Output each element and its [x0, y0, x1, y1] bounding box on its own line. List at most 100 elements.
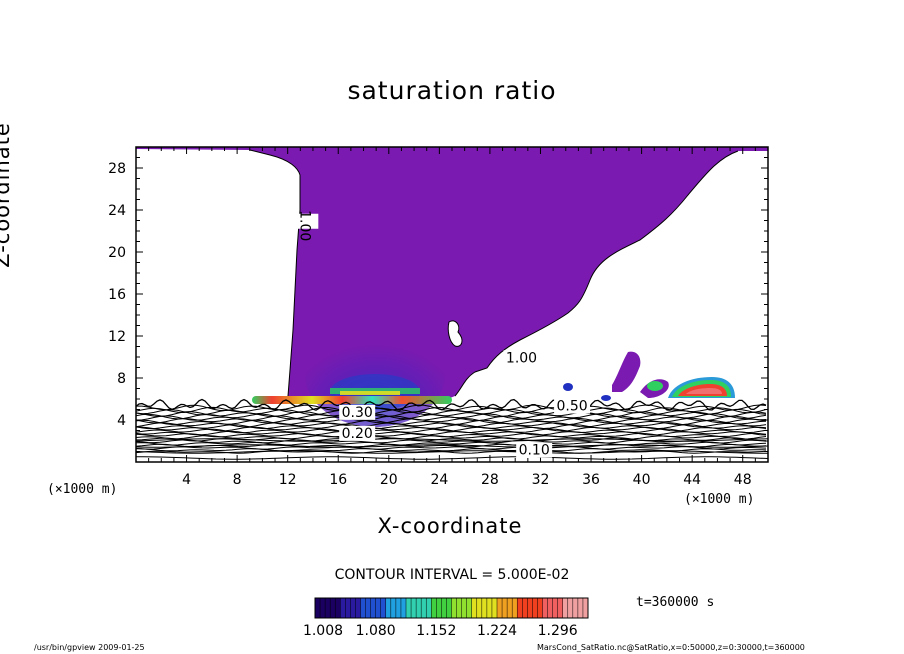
- contour-labels: 1.00 1.00 0.50 0.30 0.20 0.10: [282, 210, 591, 459]
- colorbar-cell: [400, 598, 407, 618]
- colorbar-cell: [416, 598, 422, 618]
- colorbar-cell: [380, 598, 387, 618]
- colorbar-cell: [532, 598, 538, 618]
- x-tick-label: 12: [279, 472, 297, 488]
- colorbar-cell: [582, 598, 589, 618]
- low-contour-line: [136, 450, 768, 454]
- x-tick-label: 24: [430, 472, 448, 488]
- colorbar-cell: [466, 598, 473, 618]
- surface-contour-line: [136, 411, 767, 418]
- x-axis-unit: (×1000 m): [684, 492, 755, 507]
- contour-label-bg: [503, 350, 540, 366]
- colorbar-cell: [542, 598, 549, 618]
- colorbar-cell: [385, 598, 392, 618]
- colorbar: 1.008 1.080 1.152 1.224 1.296: [303, 597, 589, 639]
- patch-strong-pink: [686, 388, 722, 394]
- y-tick-label: 8: [117, 371, 126, 387]
- colorbar-cell: [411, 598, 417, 618]
- colorbar-cell: [421, 598, 427, 618]
- colorbar-cell: [471, 598, 478, 618]
- supersaturated-region: [136, 147, 768, 402]
- y-tick-label: 24: [108, 203, 126, 219]
- cloud-base-stripe: [252, 396, 452, 404]
- x-tick-label: 40: [633, 472, 651, 488]
- colorbar-cell: [491, 598, 498, 618]
- colorbar-cell: [370, 598, 377, 618]
- surface-contour-line: [136, 439, 767, 444]
- colorbar-cell: [562, 598, 569, 618]
- x-tick-label: 28: [481, 472, 499, 488]
- colorbar-cell: [547, 598, 554, 618]
- contour-label: 1.00: [506, 350, 537, 366]
- colorbar-cell: [512, 598, 518, 618]
- colorbar-cell: [436, 598, 442, 618]
- y-tick-label: 4: [117, 413, 126, 429]
- y-tick-label: 20: [108, 245, 126, 261]
- colorbar-tick-label: 1.080: [356, 623, 396, 639]
- colorbar-cell: [335, 598, 341, 618]
- contour-label-bg: [282, 213, 319, 229]
- contour-label: 0.10: [519, 443, 550, 459]
- colorbar-cell: [360, 598, 367, 618]
- colorbar-tick-label: 1.152: [416, 623, 456, 639]
- x-axis-label: X-coordinate: [377, 514, 523, 538]
- chart-title: saturation ratio: [347, 76, 557, 105]
- unity-contour: [249, 149, 739, 397]
- patch-small-1: [563, 383, 573, 391]
- contour-fills: [136, 147, 768, 427]
- footer-program: /usr/bin/gpview 2009-01-25: [34, 643, 145, 652]
- colorbar-cell: [461, 598, 468, 618]
- colorbar-cell: [517, 598, 523, 618]
- contour-label: 1.00: [296, 210, 312, 241]
- band-top-contour: [136, 398, 767, 412]
- surface-contour-line: [136, 432, 767, 438]
- colorbar-cell: [340, 598, 346, 618]
- colorbar-cell: [476, 598, 483, 618]
- surface-contour-line: [136, 404, 767, 411]
- colorbar-cell: [502, 598, 508, 618]
- surface-contour-line: [136, 424, 767, 430]
- surface-contour-line: [136, 446, 767, 450]
- contour-interval-note: CONTOUR INTERVAL = 5.000E-02: [334, 567, 570, 583]
- patch-purple-1: [612, 351, 641, 392]
- colorbar-cell: [320, 598, 326, 618]
- colorbar-cell: [572, 598, 579, 618]
- y-axis-unit: (×1000 m): [47, 482, 118, 497]
- contour-label: 0.20: [342, 426, 373, 442]
- cloud-base-yellow: [340, 391, 400, 395]
- patch-small-2: [601, 395, 611, 401]
- colorbar-tick-label: 1.008: [303, 623, 343, 639]
- colorbar-cell: [315, 598, 321, 618]
- colorbar-cell: [446, 598, 452, 618]
- colorbar-cell: [390, 598, 397, 618]
- colorbar-cell: [330, 598, 336, 618]
- contour-lines: [136, 398, 768, 460]
- patch-green-1: [647, 381, 663, 391]
- colorbar-cell: [557, 598, 564, 618]
- colorbar-tick-label: 1.224: [477, 623, 517, 639]
- colorbar-cell: [567, 598, 574, 618]
- colorbar-cell: [395, 598, 402, 618]
- colorbar-cell: [527, 598, 533, 618]
- low-contour-line: [136, 444, 768, 448]
- contour-label-bg: [339, 425, 376, 441]
- x-tick-label: 4: [182, 472, 191, 488]
- x-tick-label: 48: [734, 472, 752, 488]
- contour-label: 0.50: [556, 399, 587, 415]
- colorbar-cell: [426, 598, 432, 618]
- x-tick-label: 20: [380, 472, 398, 488]
- x-tick-label: 8: [233, 472, 242, 488]
- surface-contour-line: [136, 426, 767, 432]
- colorbar-cell: [365, 598, 372, 618]
- contour-label-bg: [554, 398, 591, 414]
- x-tick-label: 36: [582, 472, 600, 488]
- x-tick-label: 16: [329, 472, 347, 488]
- surface-contour-line: [136, 417, 767, 424]
- time-label: t=360000 s: [636, 595, 715, 610]
- y-tick-label: 16: [108, 287, 126, 303]
- colorbar-cell: [406, 598, 412, 618]
- colorbar-cell: [522, 598, 528, 618]
- footer-source: MarsCond_SatRatio.nc@SatRatio,x=0:50000,…: [537, 643, 805, 652]
